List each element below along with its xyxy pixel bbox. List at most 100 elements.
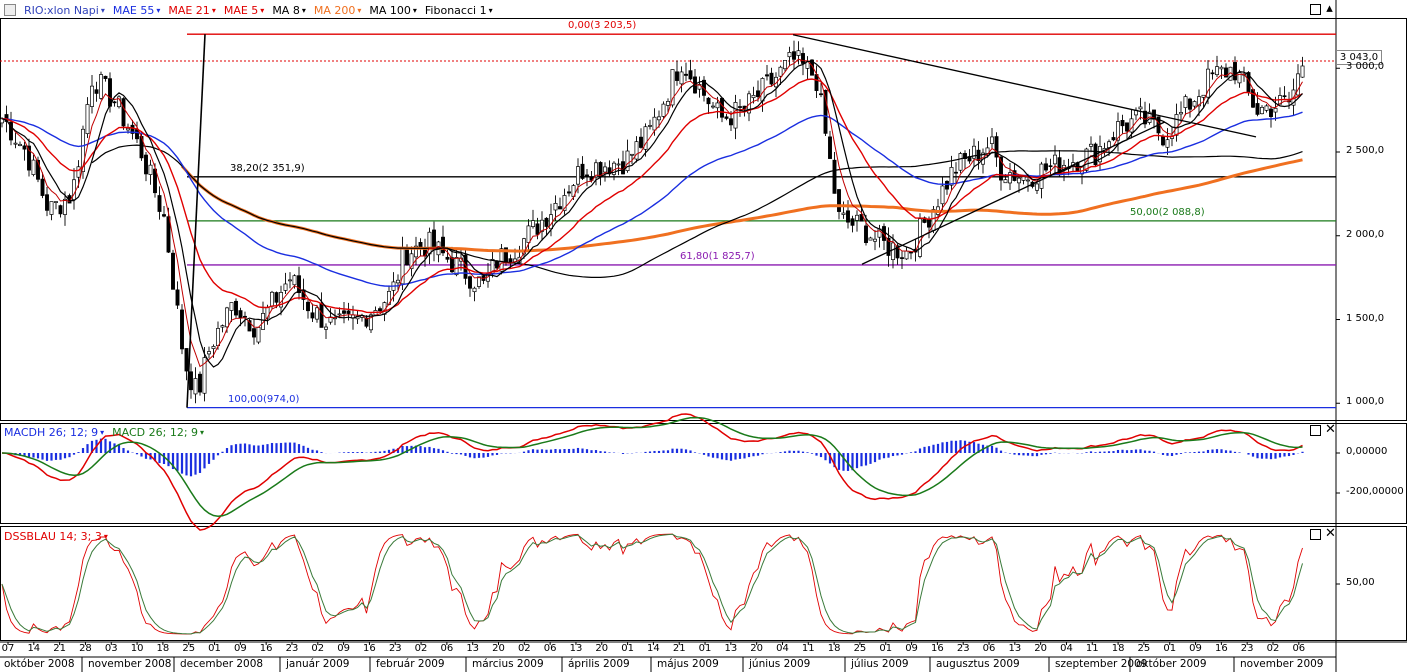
candle-body (310, 312, 315, 319)
legend-item[interactable]: MAE 21 ▾ (168, 4, 215, 17)
candle-body (378, 308, 382, 312)
candle-body (36, 159, 40, 180)
candle-body (477, 276, 481, 287)
close-icon[interactable]: ✕ (1325, 526, 1336, 541)
candle-body (900, 257, 904, 259)
candle-body (148, 164, 153, 175)
candle-body (891, 242, 895, 260)
legend-item[interactable]: MAE 5 ▾ (224, 4, 264, 17)
dropdown-caret-icon[interactable]: ▾ (260, 5, 265, 15)
maximize-icon[interactable] (1310, 4, 1321, 15)
dropdown-caret-icon[interactable]: ▾ (211, 5, 216, 15)
dropdown-caret-icon[interactable]: ▾ (200, 427, 205, 437)
candle-body (40, 178, 45, 196)
candle-body (990, 136, 994, 144)
x-day-label: 21 (53, 643, 66, 654)
legend-item[interactable]: MACDH 26; 12; 9 ▾ (4, 426, 104, 439)
legend-label: MA 100 (369, 3, 411, 17)
trendline-down (792, 34, 1257, 138)
candle-body (337, 313, 342, 316)
macd-legend: MACDH 26; 12; 9 ▾ MACD 26; 12; 9 ▾ (4, 425, 204, 439)
legend-item[interactable]: MA 200 ▾ (314, 4, 362, 17)
fib-level-label: 100,00(974,0) (228, 393, 300, 405)
x-day-label: 11 (1085, 643, 1099, 654)
candle-body (999, 156, 1003, 181)
x-month-label: december 2008 (180, 658, 264, 670)
candle-body (837, 189, 841, 212)
candle-body (598, 162, 603, 177)
candle-body (1197, 96, 1201, 107)
fib-level-label: 50,00(2 088,8) (1130, 206, 1205, 218)
candle-body (733, 102, 738, 129)
dropdown-caret-icon[interactable]: ▾ (357, 5, 362, 15)
candle-body (823, 89, 828, 134)
candle-body (58, 205, 63, 215)
dropdown-caret-icon[interactable]: ▾ (301, 5, 306, 15)
scroll-up-icon[interactable]: ▴ (1326, 1, 1333, 16)
candle-body (886, 237, 891, 256)
candle-body (828, 136, 832, 159)
x-day-label: 04 (776, 643, 789, 654)
legend-item[interactable]: Fibonacci 1 ▾ (425, 4, 493, 17)
candle-body (1017, 177, 1021, 184)
candle-body (94, 89, 99, 94)
candle-body (1224, 67, 1228, 78)
legend-label: MA 200 (313, 3, 356, 17)
candle-body (603, 166, 607, 173)
candle-body (121, 98, 126, 127)
candle-body (1111, 137, 1116, 141)
candle-body (54, 201, 58, 203)
candle-body (909, 251, 913, 254)
candle-body (594, 162, 598, 178)
candle-body (171, 252, 175, 290)
candle-body (607, 167, 612, 175)
dropdown-caret-icon[interactable]: ▾ (100, 5, 105, 15)
dropdown-caret-icon[interactable]: ▾ (488, 5, 493, 15)
candle-body (13, 142, 18, 145)
x-day-label: 20 (750, 643, 764, 654)
candle-body (1021, 176, 1026, 181)
dropdown-caret-icon[interactable]: ▾ (103, 531, 108, 541)
macd-tick-label: -200,00000 (1346, 486, 1404, 497)
candle-body (45, 194, 49, 211)
candle-body (319, 303, 324, 328)
legend-item[interactable]: MACD 26; 12; 9 ▾ (112, 426, 204, 439)
candle-body (297, 275, 301, 294)
dropdown-caret-icon[interactable]: ▾ (156, 5, 161, 15)
legend-item[interactable]: MA 100 ▾ (369, 4, 417, 17)
candle-body (859, 214, 864, 222)
x-day-label: 06 (1292, 643, 1306, 654)
candle-body (706, 97, 711, 105)
legend-item[interactable]: RIO:xlon Napi ▾ (24, 4, 105, 17)
x-month-label: április 2009 (568, 658, 630, 670)
legend-item[interactable]: DSSBLAU 14; 3; 3 ▾ (4, 530, 108, 543)
candle-body (630, 153, 634, 156)
candle-body (535, 223, 540, 235)
close-icon[interactable]: ✕ (1325, 422, 1336, 437)
x-month-label: július 2009 (851, 658, 909, 670)
candle-body (769, 72, 774, 85)
candle-body (765, 74, 769, 77)
maximize-icon[interactable] (1310, 529, 1321, 540)
candle-body (1165, 139, 1170, 148)
legend-item[interactable]: MAE 55 ▾ (113, 4, 160, 17)
x-day-label: 09 (905, 643, 918, 654)
dropdown-caret-icon[interactable]: ▾ (412, 5, 417, 15)
candle-body (346, 310, 351, 314)
candle-body (1143, 110, 1147, 125)
candle-body (198, 373, 202, 393)
x-month-label: október 2009 (1136, 658, 1207, 670)
legend-label: Fibonacci 1 (424, 3, 487, 17)
dss-legend: DSSBLAU 14; 3; 3 ▾ (4, 529, 108, 543)
candle-body (454, 257, 459, 276)
candle-body (1219, 66, 1224, 70)
candle-body (1183, 96, 1188, 108)
maximize-icon[interactable] (1310, 425, 1321, 436)
candle-body (792, 51, 796, 60)
candle-body (364, 317, 369, 327)
dropdown-caret-icon[interactable]: ▾ (100, 427, 105, 437)
candle-body (940, 185, 945, 205)
legend-item[interactable]: MA 8 ▾ (272, 4, 306, 17)
